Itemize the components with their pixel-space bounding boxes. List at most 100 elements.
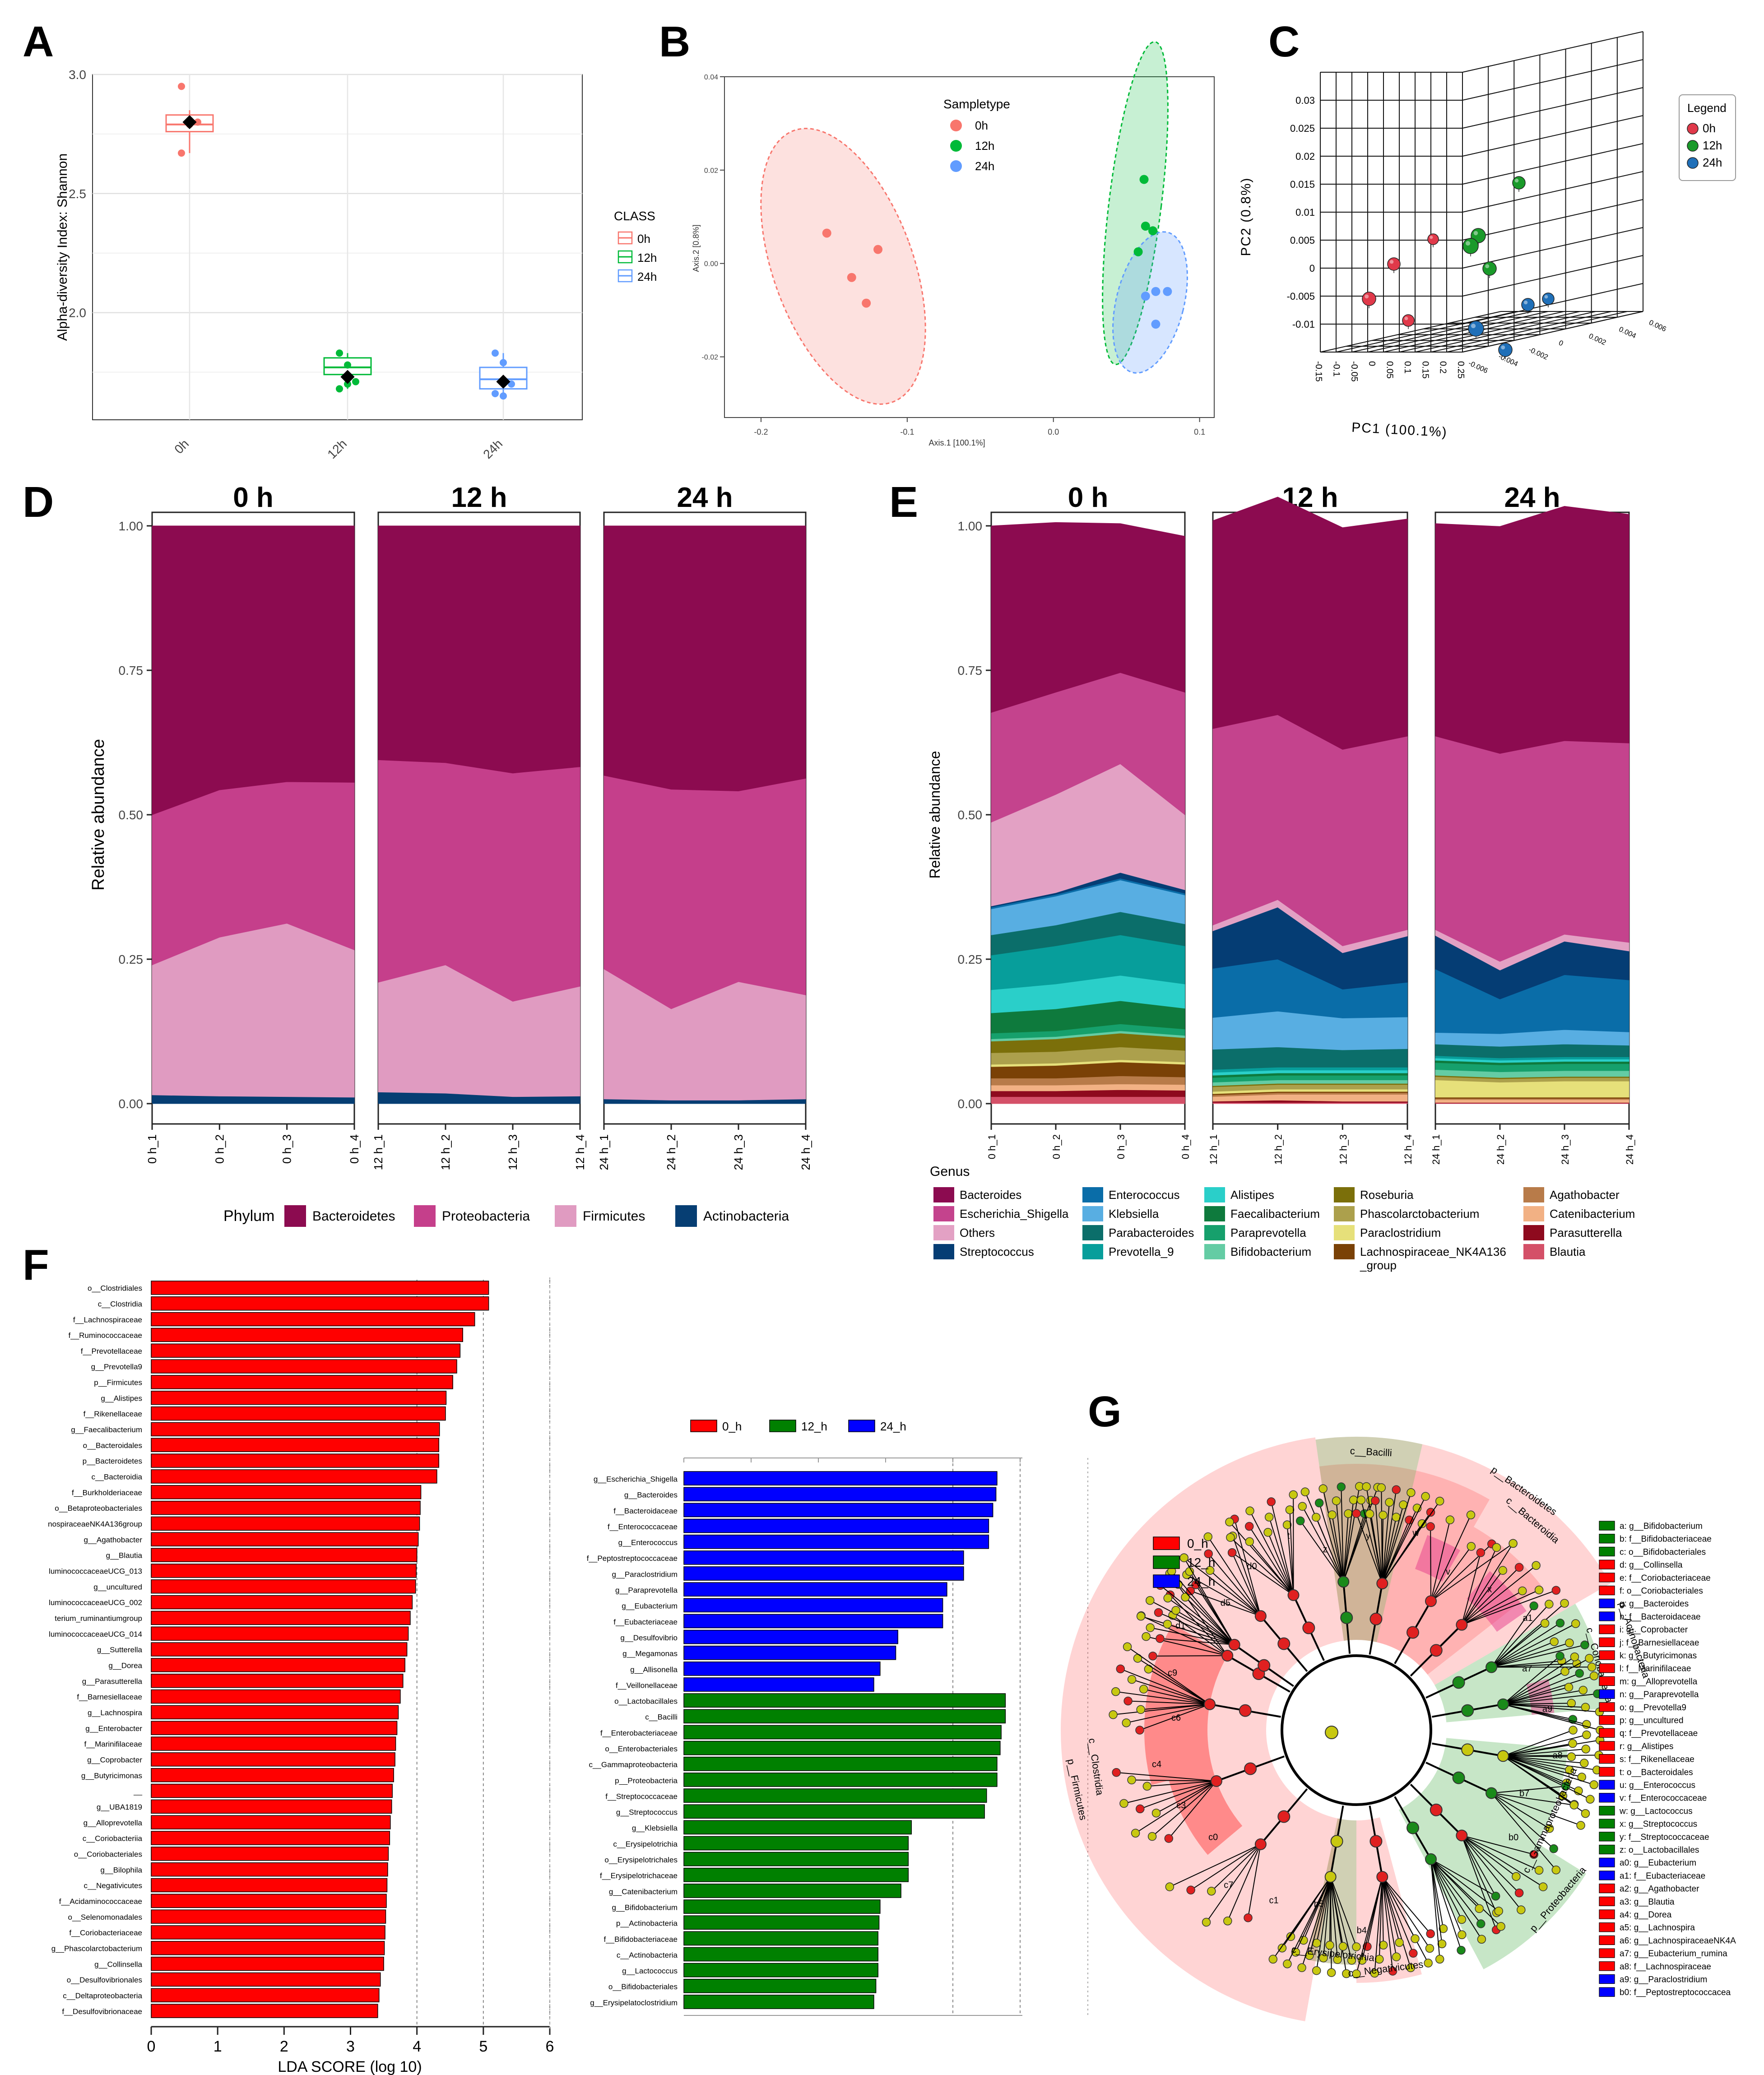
bar-label: c__Actinobacteria bbox=[617, 1951, 678, 1959]
tree-leaf-branch bbox=[1503, 1673, 1580, 1705]
tree-node bbox=[1430, 1644, 1443, 1657]
tree-node bbox=[1302, 1621, 1315, 1634]
node-label: v bbox=[1446, 1567, 1450, 1577]
tree-leaf-node bbox=[1491, 1891, 1500, 1901]
x-tick-label: 0.25 bbox=[1456, 361, 1466, 379]
tree-leaf-branch bbox=[1150, 1627, 1235, 1645]
tree-leaf-node bbox=[1445, 1515, 1455, 1524]
node-label: b7 bbox=[1519, 1789, 1529, 1799]
data-point bbox=[1148, 226, 1157, 236]
tree-leaf-branch bbox=[1430, 1858, 1499, 1912]
legend-key bbox=[1523, 1225, 1544, 1240]
tree-leaf-node bbox=[1587, 1662, 1597, 1671]
area-Bacteroides bbox=[991, 522, 1185, 713]
bar-label: o__Desulfovibrionales bbox=[67, 1976, 142, 1984]
bar-label: f__Bacteroidaceae bbox=[613, 1507, 678, 1515]
grid-line bbox=[1462, 87, 1643, 129]
legend-title: Legend bbox=[1687, 101, 1727, 115]
tree-leaf-branch bbox=[1249, 1510, 1294, 1596]
tree-leaf-node bbox=[1263, 1528, 1272, 1537]
x-tick-label: 12 h_3 bbox=[1337, 1134, 1349, 1165]
tree-leaf-branch bbox=[1382, 1515, 1383, 1584]
tree-leaf-branch bbox=[1158, 1612, 1235, 1645]
key-swatch bbox=[1599, 1922, 1615, 1932]
lda-bar bbox=[683, 1598, 943, 1613]
legend-label: Lachnospiraceae_NK4A136 bbox=[1360, 1245, 1506, 1258]
node-label: w bbox=[1412, 1528, 1419, 1538]
tree-node bbox=[1239, 1704, 1252, 1717]
key-label: v: f__Enterococcaceae bbox=[1620, 1794, 1707, 1803]
legend-key bbox=[1204, 1225, 1225, 1240]
tree-leaf-branch bbox=[1185, 1597, 1235, 1645]
data-point bbox=[1482, 261, 1497, 276]
key-label: e: f__Coriobacteriaceae bbox=[1620, 1574, 1711, 1583]
tree-leaf-node bbox=[1467, 1542, 1476, 1551]
bar-label: f__Rikenellaceae bbox=[84, 1410, 142, 1418]
bar-label: g__Klebsiella bbox=[632, 1824, 678, 1833]
tree-leaf-branch bbox=[1461, 1590, 1523, 1625]
lda-bar bbox=[683, 1978, 877, 1993]
tree-leaf-branch bbox=[1300, 1520, 1344, 1582]
lda-bar bbox=[151, 1878, 388, 1893]
tree-leaf-branch bbox=[1343, 1486, 1360, 1582]
tree-leaf-branch bbox=[1461, 1589, 1540, 1625]
tree-leaf-node bbox=[1123, 1642, 1132, 1652]
facet-title: 24 h bbox=[1504, 482, 1560, 513]
lda-bar bbox=[683, 1662, 881, 1676]
bar-label: o__Coriobacteriales bbox=[74, 1850, 142, 1858]
floor-grid-line bbox=[1415, 311, 1596, 353]
lda-bar bbox=[151, 1296, 489, 1311]
data-point bbox=[194, 118, 201, 126]
lda-bar bbox=[151, 1359, 457, 1374]
lda-bar bbox=[683, 1503, 993, 1518]
bar-label: f__Marinifilaceae bbox=[84, 1740, 142, 1749]
bar-label: luminococcaceaeUCG_014 bbox=[49, 1630, 142, 1639]
lda-bar bbox=[683, 1820, 912, 1835]
tree-leaf-node bbox=[1551, 1865, 1561, 1875]
tree-leaf-branch bbox=[1318, 1503, 1344, 1582]
tree-leaf-branch bbox=[1430, 1859, 1443, 1944]
lda-bar bbox=[683, 1487, 997, 1502]
tree-leaf-node bbox=[1116, 1664, 1125, 1674]
tree-leaf-branch bbox=[1382, 1876, 1430, 1949]
tree-leaf-branch bbox=[1491, 1792, 1550, 1829]
tree-leaf-node bbox=[1332, 1496, 1341, 1505]
tree-node bbox=[1340, 1611, 1353, 1624]
tree-leaf-node bbox=[1529, 1601, 1538, 1611]
tree-leaf-node bbox=[1146, 1623, 1155, 1632]
tree-leaf-branch bbox=[1211, 1844, 1261, 1892]
bar-label: f__Acidaminococcaceae bbox=[59, 1897, 142, 1906]
tree-leaf-branch bbox=[1503, 1730, 1574, 1757]
legend-key bbox=[950, 160, 962, 172]
node-label: d1 bbox=[1175, 1621, 1185, 1631]
confidence-ellipse bbox=[1102, 41, 1169, 365]
bar-label: g__Agathobacter bbox=[84, 1536, 143, 1544]
tree-node bbox=[1452, 1771, 1465, 1784]
y-tick-label: 0.00 bbox=[119, 1097, 144, 1111]
tree-leaf-branch bbox=[1462, 1590, 1556, 1625]
tree-leaf-branch bbox=[1323, 1876, 1331, 1958]
node-label: c7 bbox=[1224, 1880, 1233, 1890]
tree-leaf-node bbox=[1298, 1502, 1307, 1511]
bar-label: g__Bacteroides bbox=[624, 1491, 678, 1499]
bar-label: c__Erysipelotrichia bbox=[613, 1840, 678, 1848]
tree-leaf-branch bbox=[1309, 1876, 1331, 1956]
tree-leaf-node bbox=[1581, 1745, 1591, 1754]
legend-label: Bacteroides bbox=[960, 1188, 1021, 1202]
tree-leaf-node bbox=[1534, 1585, 1544, 1595]
tree-leaf-node bbox=[1148, 1652, 1157, 1661]
legend-label: 24_h bbox=[1187, 1574, 1215, 1588]
tree-leaf-node bbox=[1406, 1963, 1415, 1973]
tree-leaf-branch bbox=[1491, 1644, 1585, 1668]
lda-bar bbox=[151, 2004, 378, 2018]
tree-leaf-branch bbox=[1115, 1691, 1210, 1705]
panel-letter-a: A bbox=[23, 18, 54, 66]
bar-label: g__Paraclostridium bbox=[612, 1570, 678, 1578]
tree-leaf-node bbox=[1264, 1513, 1274, 1522]
tree-leaf-branch bbox=[1430, 1546, 1472, 1602]
tree-leaf-node bbox=[1581, 1809, 1590, 1818]
bar-label: f__Barnesiellaceae bbox=[77, 1693, 142, 1701]
node-label: c1 bbox=[1269, 1896, 1278, 1906]
y-axis-title: Axis.2 [0.8%] bbox=[692, 224, 701, 272]
lda-bar bbox=[683, 1629, 898, 1644]
